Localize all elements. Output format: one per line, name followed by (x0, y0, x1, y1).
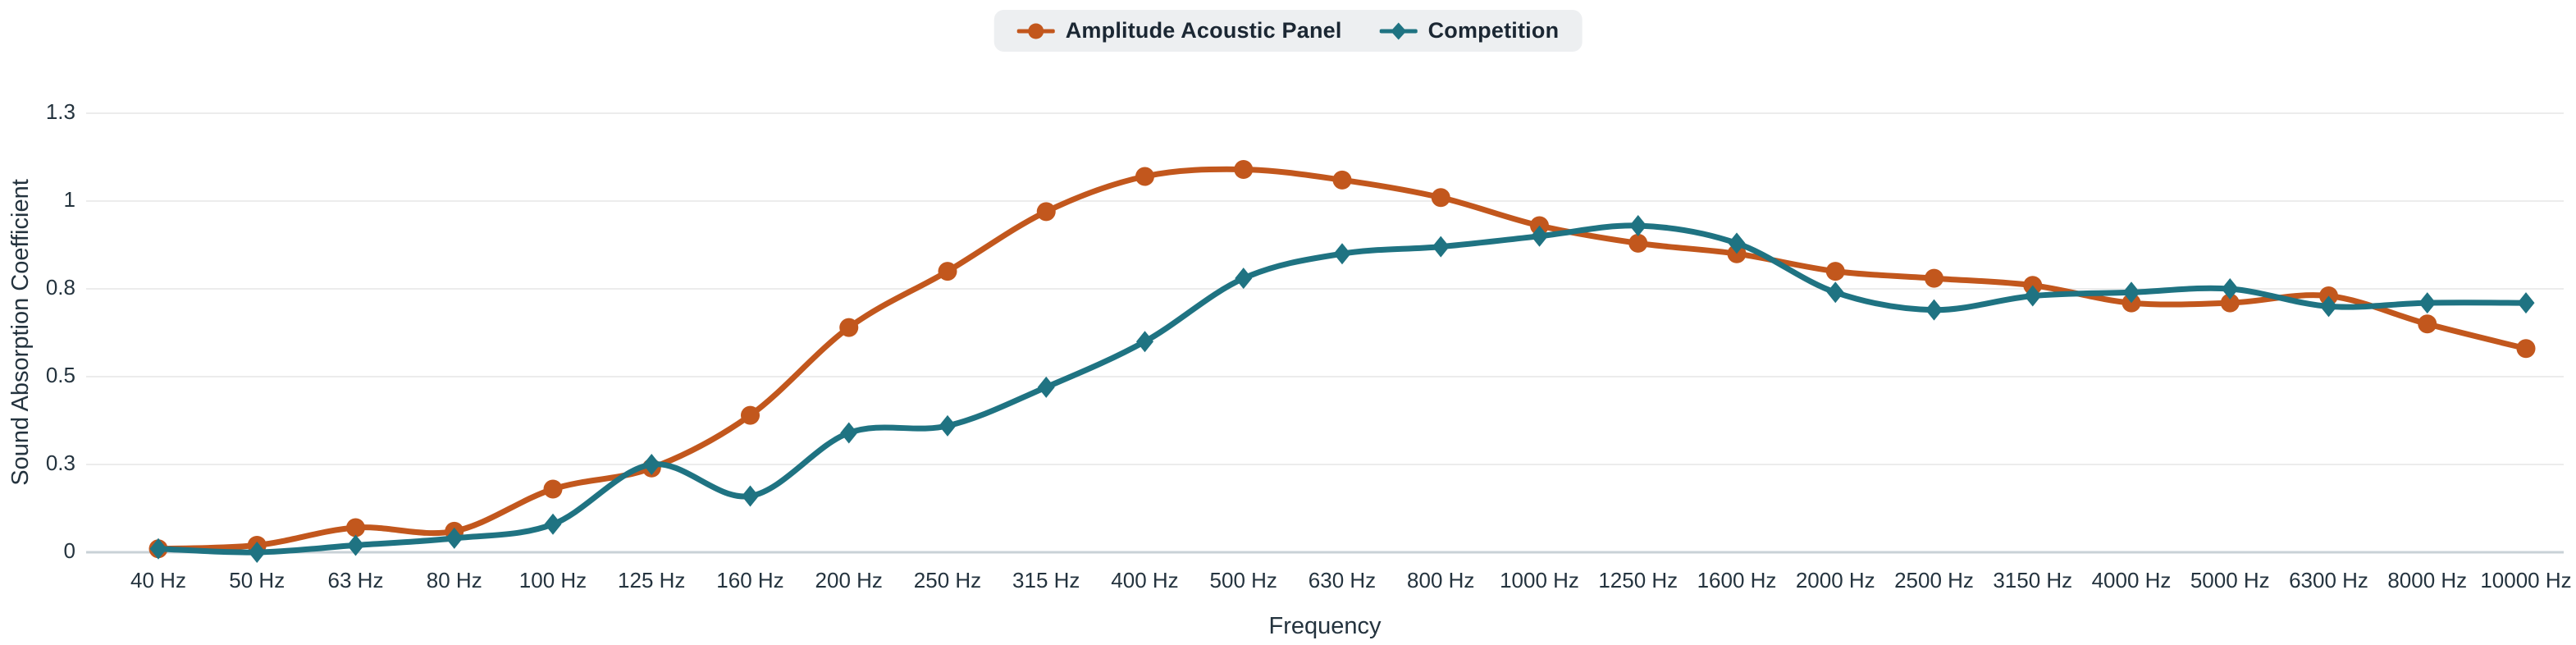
data-point-circle (543, 479, 563, 499)
series-line (155, 166, 2529, 552)
data-point-circle (1628, 233, 1648, 253)
diamond-marker-icon (1379, 22, 1418, 39)
data-point-diamond (2517, 292, 2535, 314)
y-tick-label: 0.3 (46, 451, 75, 475)
data-point-circle (741, 405, 760, 425)
data-point-circle (1234, 159, 1254, 179)
data-point-diamond (2122, 281, 2140, 304)
x-tick-label: 4000 Hz (2092, 568, 2172, 592)
legend-item-competition[interactable]: Competition (1379, 18, 1560, 43)
x-tick-label: 1250 Hz (1598, 568, 1678, 592)
x-tick-label: 800 Hz (1407, 568, 1474, 592)
data-point-diamond (2418, 292, 2437, 314)
series-competition (149, 214, 2535, 563)
x-tick-label: 10000 Hz (2480, 568, 2571, 592)
data-point-diamond (642, 454, 660, 475)
x-tick-label: 630 Hz (1309, 568, 1376, 592)
data-point-circle (1135, 167, 1154, 186)
y-tick-label: 1 (64, 187, 75, 212)
data-point-diamond (2221, 278, 2239, 300)
data-point-diamond (347, 534, 364, 556)
x-tick-label: 100 Hz (519, 568, 587, 592)
data-point-diamond (248, 542, 266, 563)
y-tick-label: 0 (64, 538, 75, 563)
data-point-circle (1825, 262, 1845, 281)
data-point-diamond (1432, 236, 1450, 258)
axis-label-layer: 0 0.3 0.5 0.8 1 1.3 40 Hz 50 Hz 63 Hz 80 Hz 100 Hz… (46, 99, 2572, 592)
y-tick-label: 0.5 (46, 363, 75, 387)
data-point-diamond (1629, 214, 1647, 236)
data-point-diamond (939, 414, 957, 437)
x-tick-label: 8000 Hz (2387, 568, 2467, 592)
x-tick-label: 50 Hz (229, 568, 285, 592)
y-tick-label: 0.8 (46, 275, 75, 300)
data-point-diamond (1531, 225, 1548, 247)
data-point-diamond (2320, 295, 2337, 318)
x-tick-label: 2000 Hz (1796, 568, 1875, 592)
data-point-diamond (840, 422, 858, 444)
data-point-diamond (149, 538, 167, 560)
grid-layer (86, 112, 2564, 554)
x-tick-label: 500 Hz (1210, 568, 1277, 592)
data-point-circle (1925, 268, 1943, 288)
data-point-circle (1431, 188, 1450, 208)
series-amplitude-acoustic-panel (148, 159, 2536, 559)
data-point-diamond (544, 513, 562, 535)
data-point-circle (839, 318, 859, 337)
data-point-diamond (1037, 376, 1055, 398)
x-tick-label: 3150 Hz (1993, 568, 2072, 592)
x-tick-label: 250 Hz (914, 568, 981, 592)
data-point-circle (346, 518, 365, 538)
series-line (155, 222, 2529, 556)
legend-label: Amplitude Acoustic Panel (1065, 18, 1342, 43)
data-point-diamond (1136, 331, 1153, 353)
data-point-circle (2220, 293, 2240, 313)
x-tick-label: 200 Hz (815, 568, 883, 592)
x-tick-label: 63 Hz (328, 568, 384, 592)
data-point-diamond (2024, 285, 2042, 307)
data-point-diamond (1728, 232, 1746, 254)
series-layer (148, 159, 2536, 563)
data-point-circle (1332, 170, 1352, 190)
circle-marker-icon (1016, 23, 1055, 39)
chart-legend: Amplitude Acoustic Panel Competition (993, 10, 1583, 52)
data-point-circle (2516, 339, 2536, 359)
x-tick-label: 1000 Hz (1500, 568, 1579, 592)
data-point-circle (1036, 202, 1056, 222)
x-tick-label: 2500 Hz (1894, 568, 1974, 592)
data-point-diamond (445, 527, 464, 549)
data-point-circle (938, 262, 957, 281)
x-tick-label: 80 Hz (427, 568, 482, 592)
x-tick-label: 315 Hz (1012, 568, 1080, 592)
x-tick-label: 160 Hz (716, 568, 783, 592)
data-point-diamond (742, 485, 759, 507)
x-tick-label: 125 Hz (618, 568, 685, 592)
x-tick-label: 400 Hz (1111, 568, 1178, 592)
data-point-diamond (1235, 268, 1253, 290)
data-point-diamond (1826, 281, 1844, 304)
x-axis-title: Frequency (1268, 613, 1382, 639)
x-tick-label: 5000 Hz (2190, 568, 2270, 592)
legend-label: Competition (1427, 18, 1560, 43)
y-tick-label: 1.3 (46, 99, 75, 124)
data-point-diamond (1333, 243, 1351, 265)
x-tick-label: 6300 Hz (2289, 568, 2368, 592)
data-point-circle (2418, 314, 2437, 334)
x-tick-label: 1600 Hz (1697, 568, 1777, 592)
legend-item-amplitude-acoustic-panel[interactable]: Amplitude Acoustic Panel (1016, 18, 1342, 43)
x-tick-label: 40 Hz (130, 568, 186, 592)
data-point-diamond (1925, 299, 1943, 321)
y-axis-title: Sound Absorption Coefficient (7, 179, 34, 486)
